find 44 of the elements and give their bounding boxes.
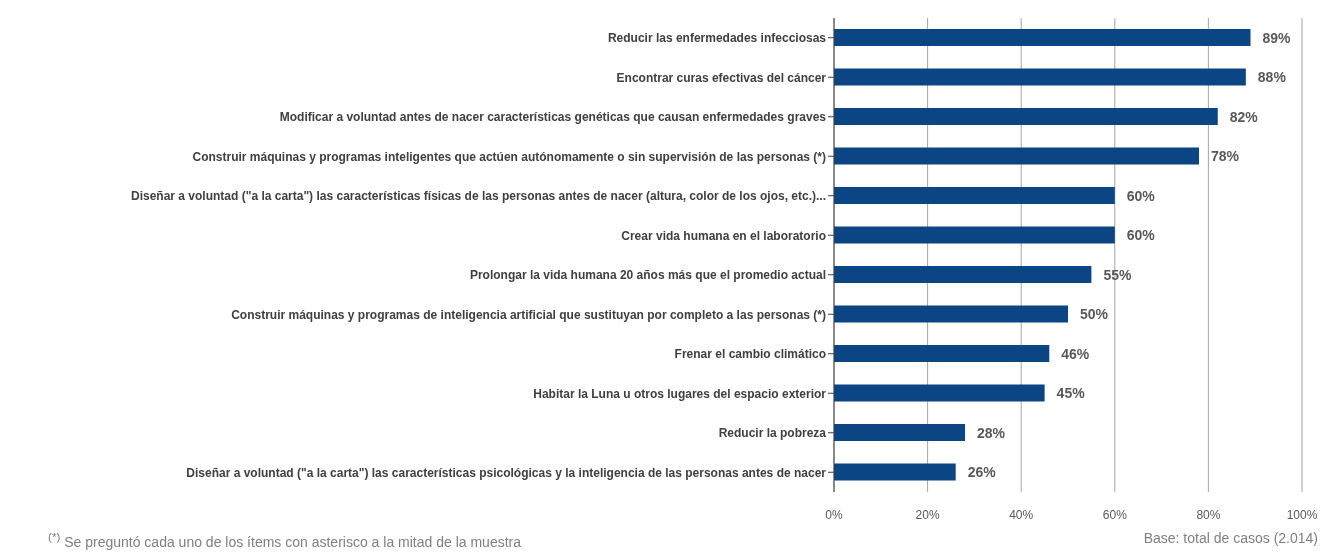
bar xyxy=(834,266,1092,284)
bar xyxy=(834,345,1050,363)
bar xyxy=(834,29,1251,47)
x-tick-label: 60% xyxy=(1102,507,1128,522)
y-tick-label: Crear vida humana en el laboratorio xyxy=(621,228,826,243)
text: Base: total de casos (2.014) xyxy=(1143,530,1318,546)
data-label: 45% xyxy=(1056,385,1086,402)
bar xyxy=(834,147,1200,165)
data-label: 88% xyxy=(1257,69,1287,86)
x-tick-label: 20% xyxy=(915,507,940,522)
bar xyxy=(834,187,1115,205)
bar xyxy=(834,108,1218,126)
data-label: 60% xyxy=(1126,187,1156,204)
y-tick-label: Construir máquinas y programas inteligentes que actúen autónomamente o sin supervisión de las personas (*) xyxy=(192,149,826,164)
y-tick-label: Prolongar la vida humana 20 años más que el promedio actual xyxy=(469,268,826,283)
bar xyxy=(834,424,966,442)
bar xyxy=(834,68,1246,86)
y-tick-label: Encontrar curas efectivas del cáncer xyxy=(616,70,827,85)
y-tick-label: Habitar la Luna u otros lugares del espacio exterior xyxy=(533,386,827,401)
data-label: 89% xyxy=(1262,29,1292,46)
data-label: 50% xyxy=(1080,306,1109,323)
data-label: 60% xyxy=(1126,227,1156,244)
bar xyxy=(834,384,1045,402)
y-tick-label: Reducir las enfermedades infecciosas xyxy=(607,31,827,46)
x-tick-label: 40% xyxy=(1009,507,1034,522)
x-tick-label: 0% xyxy=(825,507,843,522)
y-tick-label: Diseñar a voluntad ("a la carta") las características físicas de las personas antes de nacer (altura, color de los ojos, etc.)... xyxy=(131,189,826,204)
data-label: 28% xyxy=(977,424,1006,441)
text: $^{(*)}$ Se preguntó cada uno de los ítems con asterisco a la mitad de la muestra xyxy=(48,530,522,550)
data-label: 82% xyxy=(1229,108,1259,125)
data-label: 78% xyxy=(1211,148,1240,165)
y-tick-label: Construir máquinas y programas de inteligencia artificial que sustituyan por completo a las personas (*) xyxy=(231,307,826,322)
y-tick-label: Diseñar a voluntad ("a la carta") las características psicológicas y la inteligencia de las personas antes de nacer xyxy=(186,465,827,480)
data-label: 26% xyxy=(967,464,997,481)
bar xyxy=(834,226,1115,244)
data-label: 55% xyxy=(1103,266,1132,283)
y-tick-label: Reducir la pobreza xyxy=(718,426,827,441)
bar xyxy=(834,463,956,481)
data-label: 46% xyxy=(1061,345,1090,362)
x-tick-label: 80% xyxy=(1196,507,1221,522)
y-tick-label: Frenar el cambio climático xyxy=(674,347,826,362)
y-tick-label: Modificar a voluntad antes de nacer características genéticas que causan enfermedades graves xyxy=(279,110,827,125)
bar xyxy=(834,305,1068,323)
x-tick-label: 100% xyxy=(1286,507,1318,522)
